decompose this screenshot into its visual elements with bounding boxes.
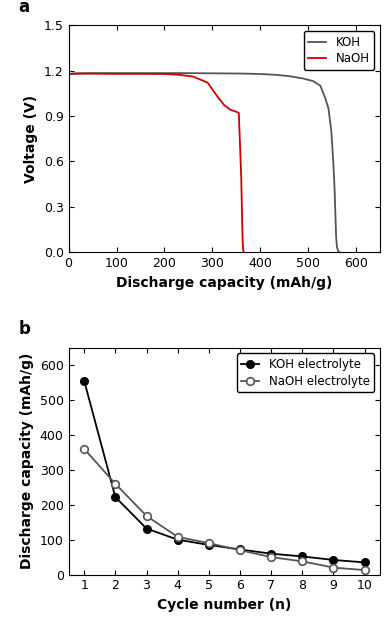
KOH [334,233,338,241]
KOH [329,127,334,135]
Line: NaOH electrolyte: NaOH electrolyte [80,445,368,574]
KOH electrolyte [238,546,242,553]
NaOH electrolyte [82,445,87,453]
NaOH [240,218,245,225]
KOH [143,69,148,77]
X-axis label: Cycle number (n): Cycle number (n) [157,598,292,612]
NaOH [76,70,80,77]
NaOH [240,236,245,244]
X-axis label: Discharge capacity (mAh/g): Discharge capacity (mAh/g) [116,276,332,290]
NaOH [69,70,73,78]
NaOH [90,70,95,77]
Legend: KOH, NaOH: KOH, NaOH [304,31,374,70]
KOH [181,69,186,77]
KOH [318,82,323,89]
KOH electrolyte [113,494,118,501]
KOH [287,72,292,80]
KOH [239,70,243,77]
KOH [258,70,263,78]
NaOH [138,70,143,78]
KOH electrolyte [144,525,149,533]
KOH [336,247,341,255]
NaOH [191,73,196,80]
NaOH [228,106,233,114]
NaOH electrolyte [331,564,336,571]
KOH [220,70,224,77]
KOH electrolyte [82,377,87,384]
KOH [336,247,340,254]
KOH electrolyte [362,559,367,566]
NaOH [66,71,71,78]
KOH [272,71,277,78]
NaOH electrolyte [144,512,149,520]
Y-axis label: Discharge capacity (mAh/g): Discharge capacity (mAh/g) [20,353,34,569]
KOH [337,249,342,256]
Y-axis label: Voltage (V): Voltage (V) [24,95,38,183]
NaOH electrolyte [238,546,242,554]
Legend: KOH electrolyte, NaOH electrolyte: KOH electrolyte, NaOH electrolyte [237,354,374,392]
NaOH [241,249,246,256]
NaOH electrolyte [113,480,118,487]
KOH [69,70,73,77]
KOH electrolyte [175,536,180,543]
KOH [332,188,337,195]
NaOH [205,79,210,87]
NaOH [233,107,238,115]
KOH [334,239,339,247]
KOH [162,69,167,77]
KOH [85,69,90,77]
NaOH [176,71,181,78]
KOH [337,248,341,256]
KOH electrolyte [300,553,305,560]
KOH [76,70,80,77]
NaOH [215,92,220,100]
KOH [323,94,327,102]
KOH [335,244,339,251]
KOH [301,75,306,82]
KOH [311,77,316,85]
NaOH [236,109,241,117]
NaOH electrolyte [207,539,211,547]
KOH [200,70,205,77]
KOH [331,158,336,165]
Line: NaOH: NaOH [69,73,243,252]
NaOH [114,70,119,78]
NaOH [222,102,227,109]
Line: KOH: KOH [69,73,339,252]
NaOH electrolyte [300,558,305,565]
KOH electrolyte [331,556,336,564]
NaOH electrolyte [175,533,180,541]
Text: a: a [19,0,30,16]
NaOH [239,173,243,180]
KOH [326,105,331,112]
KOH [124,69,129,77]
NaOH electrolyte [362,566,367,574]
KOH [335,246,340,253]
NaOH [162,70,167,78]
Line: KOH electrolyte: KOH electrolyte [80,377,368,566]
KOH electrolyte [207,541,211,549]
KOH [333,218,338,225]
KOH [66,70,71,78]
NaOH [241,246,245,253]
KOH [71,70,76,77]
KOH electrolyte [269,550,274,558]
Text: b: b [19,320,31,338]
NaOH [71,70,76,78]
NaOH electrolyte [269,553,274,561]
KOH [105,69,109,77]
